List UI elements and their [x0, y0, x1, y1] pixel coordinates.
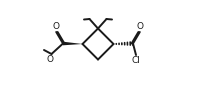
Text: Cl: Cl: [132, 56, 141, 65]
Text: O: O: [137, 22, 144, 31]
Polygon shape: [63, 42, 83, 45]
Text: O: O: [52, 22, 59, 31]
Text: O: O: [47, 55, 54, 64]
